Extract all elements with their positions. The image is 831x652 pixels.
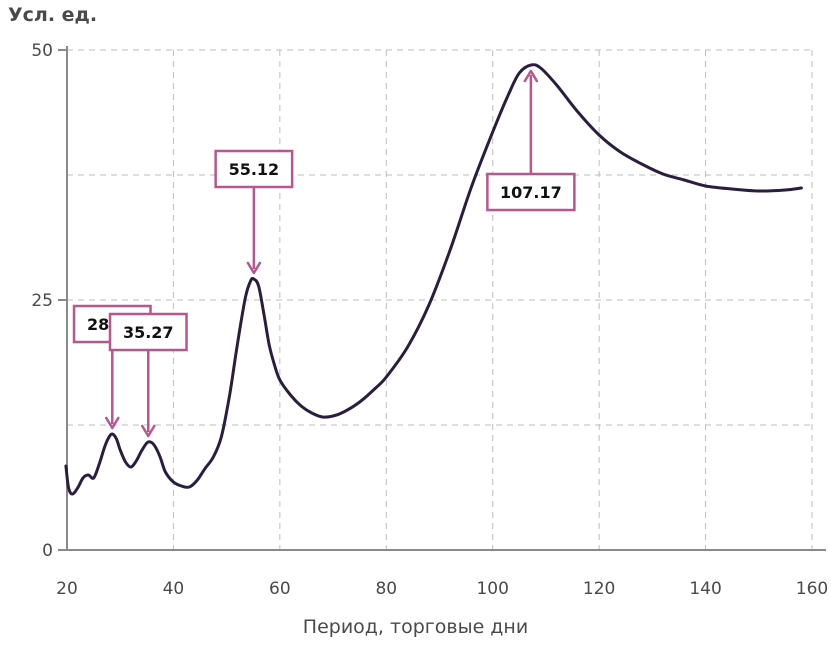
x-tick-label: 20 [56, 579, 78, 599]
y-tick-label: 25 [31, 291, 53, 311]
grid [67, 49, 813, 550]
x-tick-label: 160 [796, 579, 828, 599]
annotation-arrowhead [246, 261, 262, 275]
x-tick-label: 80 [375, 579, 397, 599]
x-tick-label: 140 [689, 579, 721, 599]
y-tick-label: 0 [42, 541, 53, 561]
annotation-label: 55.12 [229, 160, 280, 179]
y-axis-label: Усл. ед. [8, 4, 98, 26]
series-line [64, 63, 803, 496]
x-axis-label: Период, торговые дни [302, 616, 529, 638]
x-tick-label: 100 [476, 579, 508, 599]
annotation-3: 107.17 [486, 69, 576, 212]
annotation-arrowhead [523, 69, 539, 83]
annotation-label: 35.27 [123, 323, 174, 342]
x-tick-label: 60 [269, 579, 291, 599]
annotation-2: 55.12 [214, 149, 294, 275]
annotation-arrowhead [141, 424, 156, 438]
x-tick-label: 120 [583, 579, 615, 599]
y-tick-label: 50 [31, 41, 53, 61]
annotation-box [486, 172, 576, 212]
annotation-1: 35.27 [108, 312, 188, 438]
annotation-label: 107.17 [500, 183, 562, 202]
annotation-box [108, 312, 188, 352]
series-layer [64, 63, 803, 496]
annotation-arrowhead [105, 416, 120, 430]
x-tick-label: 40 [163, 579, 185, 599]
